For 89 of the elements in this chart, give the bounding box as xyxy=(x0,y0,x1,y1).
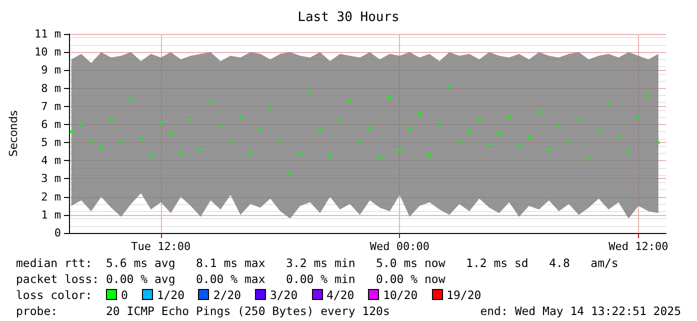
y-tick-label: 10 m xyxy=(34,46,62,59)
point xyxy=(189,119,192,122)
point xyxy=(646,94,650,98)
point xyxy=(90,139,93,142)
point xyxy=(408,126,412,130)
point xyxy=(248,152,252,155)
text: 4/20 xyxy=(326,288,354,302)
point xyxy=(528,136,531,139)
point xyxy=(368,126,372,130)
point xyxy=(169,132,172,135)
x-tick-label: Tue 12:00 xyxy=(131,240,191,253)
point xyxy=(577,118,580,121)
chart-title: Last 30 Hours xyxy=(298,10,400,25)
point xyxy=(268,106,272,110)
point xyxy=(258,128,262,132)
point xyxy=(179,152,182,155)
point xyxy=(348,99,352,102)
point xyxy=(448,84,451,88)
point xyxy=(458,141,461,144)
y-tick-label: 2 m xyxy=(41,190,62,204)
point xyxy=(278,139,282,142)
y-tick-label: 8 m xyxy=(41,82,62,95)
y-tick-label: 1 m xyxy=(41,208,62,222)
point xyxy=(358,141,362,144)
x-tick-label: Wed 00:00 xyxy=(370,240,430,253)
text: end: Wed May 14 13:22:51 2025 xyxy=(480,304,681,318)
x-tick-label: Wed 12:00 xyxy=(608,240,668,253)
point xyxy=(238,116,242,119)
y-tick-label: 3 m xyxy=(41,172,62,186)
point xyxy=(567,141,570,144)
point xyxy=(120,141,123,144)
y-tick-label: 9 m xyxy=(41,64,62,77)
point xyxy=(518,144,521,148)
point xyxy=(219,124,222,128)
point xyxy=(209,99,212,102)
point xyxy=(537,110,540,114)
y-tick-label: 6 m xyxy=(41,118,62,131)
text: 19/20 xyxy=(446,288,482,302)
point xyxy=(80,122,83,126)
point xyxy=(308,90,312,94)
text: 0 xyxy=(121,288,128,302)
text: probe: 20 ICMP Echo Pings (250 Bytes) every 120s xyxy=(16,304,390,318)
text: packet loss: 0.00 % avg 0.00 % max 0.00 % min 0.00 % now xyxy=(16,272,446,286)
point xyxy=(398,148,402,152)
y-tick-label: 4 m xyxy=(41,154,62,168)
point xyxy=(597,130,600,134)
point xyxy=(418,112,422,116)
point xyxy=(498,132,501,135)
point xyxy=(488,142,491,146)
point xyxy=(617,136,620,139)
point xyxy=(636,116,640,119)
point xyxy=(199,148,202,152)
point xyxy=(110,118,113,121)
point xyxy=(557,124,560,128)
point xyxy=(607,101,610,104)
point xyxy=(298,152,302,155)
point xyxy=(656,141,660,144)
text: 1/20 xyxy=(156,288,185,302)
point xyxy=(378,156,382,159)
point xyxy=(159,121,162,124)
y-tick-label: 0 xyxy=(54,226,61,240)
point xyxy=(508,116,511,119)
point xyxy=(229,141,232,144)
point xyxy=(547,148,550,152)
point xyxy=(338,119,342,122)
point xyxy=(149,154,152,157)
point xyxy=(478,118,481,121)
point xyxy=(627,150,630,154)
point xyxy=(587,157,590,160)
text: 2/20 xyxy=(213,288,242,302)
text: loss color: xyxy=(16,288,92,302)
text: 3/20 xyxy=(270,288,298,302)
text: 10/20 xyxy=(383,288,418,302)
point xyxy=(70,130,73,134)
point xyxy=(139,137,142,140)
y-axis-title: Seconds xyxy=(7,110,20,157)
point xyxy=(388,96,392,99)
point xyxy=(100,146,103,150)
y-tick-label: 11 m xyxy=(34,28,62,40)
point xyxy=(130,98,133,101)
point xyxy=(468,130,471,134)
y-tick-label: 7 m xyxy=(41,100,62,113)
point xyxy=(318,128,322,132)
point xyxy=(438,122,441,126)
y-tick-label: 5 m xyxy=(41,136,62,150)
point xyxy=(288,172,292,175)
point xyxy=(328,154,332,157)
text: median rtt: 5.6 ms avg 8.1 ms max 3.2 ms min 5.0 ms now 1.2 ms sd 4.8 am/s xyxy=(16,256,618,270)
point xyxy=(428,154,432,157)
